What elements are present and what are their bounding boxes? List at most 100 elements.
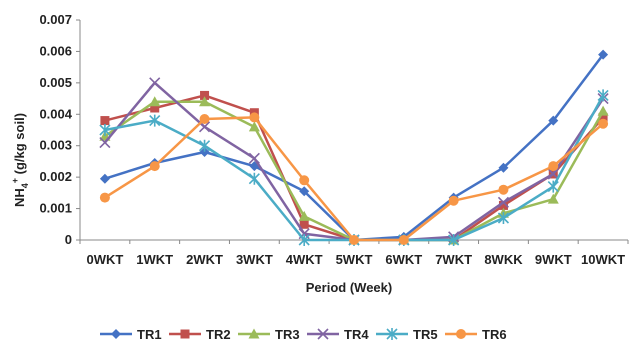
series-tr2 — [100, 90, 608, 245]
series-line-tr5 — [104, 94, 605, 242]
y-tick-label: 0 — [65, 232, 72, 247]
data-point-tr6 — [149, 161, 160, 172]
data-point-tr1 — [299, 186, 310, 197]
legend-item-tr5: TR5 — [376, 327, 438, 342]
x-tick-label: 1WKT — [136, 252, 173, 267]
legend-swatch-marker — [386, 328, 398, 340]
data-point-tr6 — [498, 184, 509, 195]
series-line-tr4 — [103, 81, 605, 242]
y-tick-label: 0.003 — [39, 138, 72, 153]
legend-item-tr6: TR6 — [445, 327, 507, 342]
legend-swatch-marker — [180, 329, 190, 339]
data-point-tr2 — [150, 103, 160, 113]
y-tick-label: 0.006 — [39, 43, 72, 58]
x-tick-label: 2WKT — [186, 252, 223, 267]
x-axis-title: Period (Week) — [306, 280, 392, 295]
x-tick-label: 10WKT — [581, 252, 625, 267]
y-tick-label: 0.001 — [39, 201, 72, 216]
data-point-tr4 — [497, 196, 510, 208]
y-axis-title-rest: (g/kg soil) — [12, 113, 27, 178]
data-point-tr2 — [598, 112, 608, 122]
data-point-tr5 — [198, 139, 211, 152]
y-tick-label: 0.007 — [39, 12, 72, 27]
data-point-tr5 — [298, 234, 310, 246]
data-point-tr6 — [598, 118, 609, 129]
series-tr4 — [99, 77, 609, 246]
legend-item-tr2: TR2 — [169, 327, 231, 342]
data-point-tr5 — [597, 89, 609, 102]
legend-item-tr4: TR4 — [307, 327, 369, 342]
legend-item-tr1: TR1 — [100, 327, 162, 342]
x-tick-label: 4WKT — [286, 252, 323, 267]
y-axis-title-main: NH — [12, 188, 27, 207]
data-point-tr5 — [497, 212, 510, 224]
data-point-tr3 — [149, 96, 161, 107]
legend-swatch-marker — [317, 328, 329, 340]
data-point-tr1 — [199, 147, 210, 157]
legend-label: TR3 — [275, 327, 300, 342]
x-tick-label: 8WKK — [484, 252, 523, 267]
data-point-tr6 — [349, 235, 359, 245]
x-tick-label: 9WKT — [535, 252, 572, 267]
data-point-tr2 — [299, 219, 309, 229]
legend: TR1 TR2 TR3 TR4 TR5 TR6 — [100, 327, 507, 342]
data-point-tr2 — [498, 200, 508, 210]
data-point-tr5 — [547, 180, 559, 193]
data-point-tr4 — [547, 168, 559, 180]
legend-label: TR6 — [482, 327, 507, 342]
data-point-tr3 — [199, 96, 211, 107]
data-point-tr4 — [99, 137, 111, 149]
y-axis-title-sub: 4 — [20, 183, 30, 188]
data-point-tr1 — [548, 115, 559, 126]
series-line-tr6 — [104, 116, 604, 242]
legend-label: TR4 — [344, 327, 369, 342]
data-point-tr5 — [248, 172, 260, 185]
legend-label: TR1 — [137, 327, 162, 342]
data-point-tr3 — [298, 210, 310, 221]
series-tr6 — [99, 112, 609, 245]
series-tr5 — [99, 89, 609, 246]
data-point-tr1 — [99, 173, 110, 184]
plot-area: 0 0.001 0.002 0.003 0.004 0.005 0.006 0.007 0WKT… — [39, 12, 629, 267]
series-line-tr2 — [104, 94, 605, 242]
x-tick-label: 6WKT — [385, 252, 422, 267]
x-tick-label: 0WKT — [86, 252, 123, 267]
legend-label: TR5 — [413, 327, 438, 342]
x-tick-label: 3WKT — [236, 252, 273, 267]
series-line-tr1 — [104, 53, 605, 242]
data-point-tr3 — [547, 193, 559, 204]
y-axis-title-sup: + — [10, 178, 20, 183]
x-tick-label: 5WKT — [336, 252, 373, 267]
data-point-tr4 — [149, 77, 161, 89]
svg-text:NH4+ (g/kg soil): NH4+ (g/kg soil) — [10, 113, 30, 207]
data-point-tr6 — [299, 175, 310, 186]
series-tr3 — [99, 96, 609, 245]
data-point-tr2 — [200, 90, 210, 100]
data-point-tr1 — [598, 49, 609, 60]
y-axis-title: NH4+ (g/kg soil) — [10, 113, 30, 207]
data-point-tr6 — [99, 192, 110, 203]
data-point-tr6 — [398, 235, 409, 245]
y-tick-label: 0.002 — [39, 169, 72, 184]
data-point-tr6 — [199, 114, 210, 124]
legend-label: TR2 — [206, 327, 231, 342]
x-tick-label: 7WKT — [435, 252, 472, 267]
data-point-tr3 — [248, 121, 260, 132]
series-line-tr3 — [104, 100, 605, 242]
data-point-tr4 — [248, 152, 260, 164]
data-point-tr6 — [548, 161, 559, 172]
legend-swatch-marker — [248, 328, 260, 339]
data-point-tr2 — [100, 116, 110, 126]
data-point-tr3 — [597, 105, 609, 116]
data-point-tr6 — [249, 112, 260, 123]
data-point-tr5 — [448, 234, 460, 246]
data-point-tr1 — [249, 161, 260, 172]
data-point-tr5 — [99, 124, 111, 136]
legend-swatch-marker — [456, 329, 466, 339]
y-tick-label: 0.005 — [39, 75, 72, 90]
data-point-tr5 — [149, 114, 161, 127]
legend-swatch-marker — [111, 329, 121, 339]
y-tick-label: 0.004 — [39, 106, 72, 121]
